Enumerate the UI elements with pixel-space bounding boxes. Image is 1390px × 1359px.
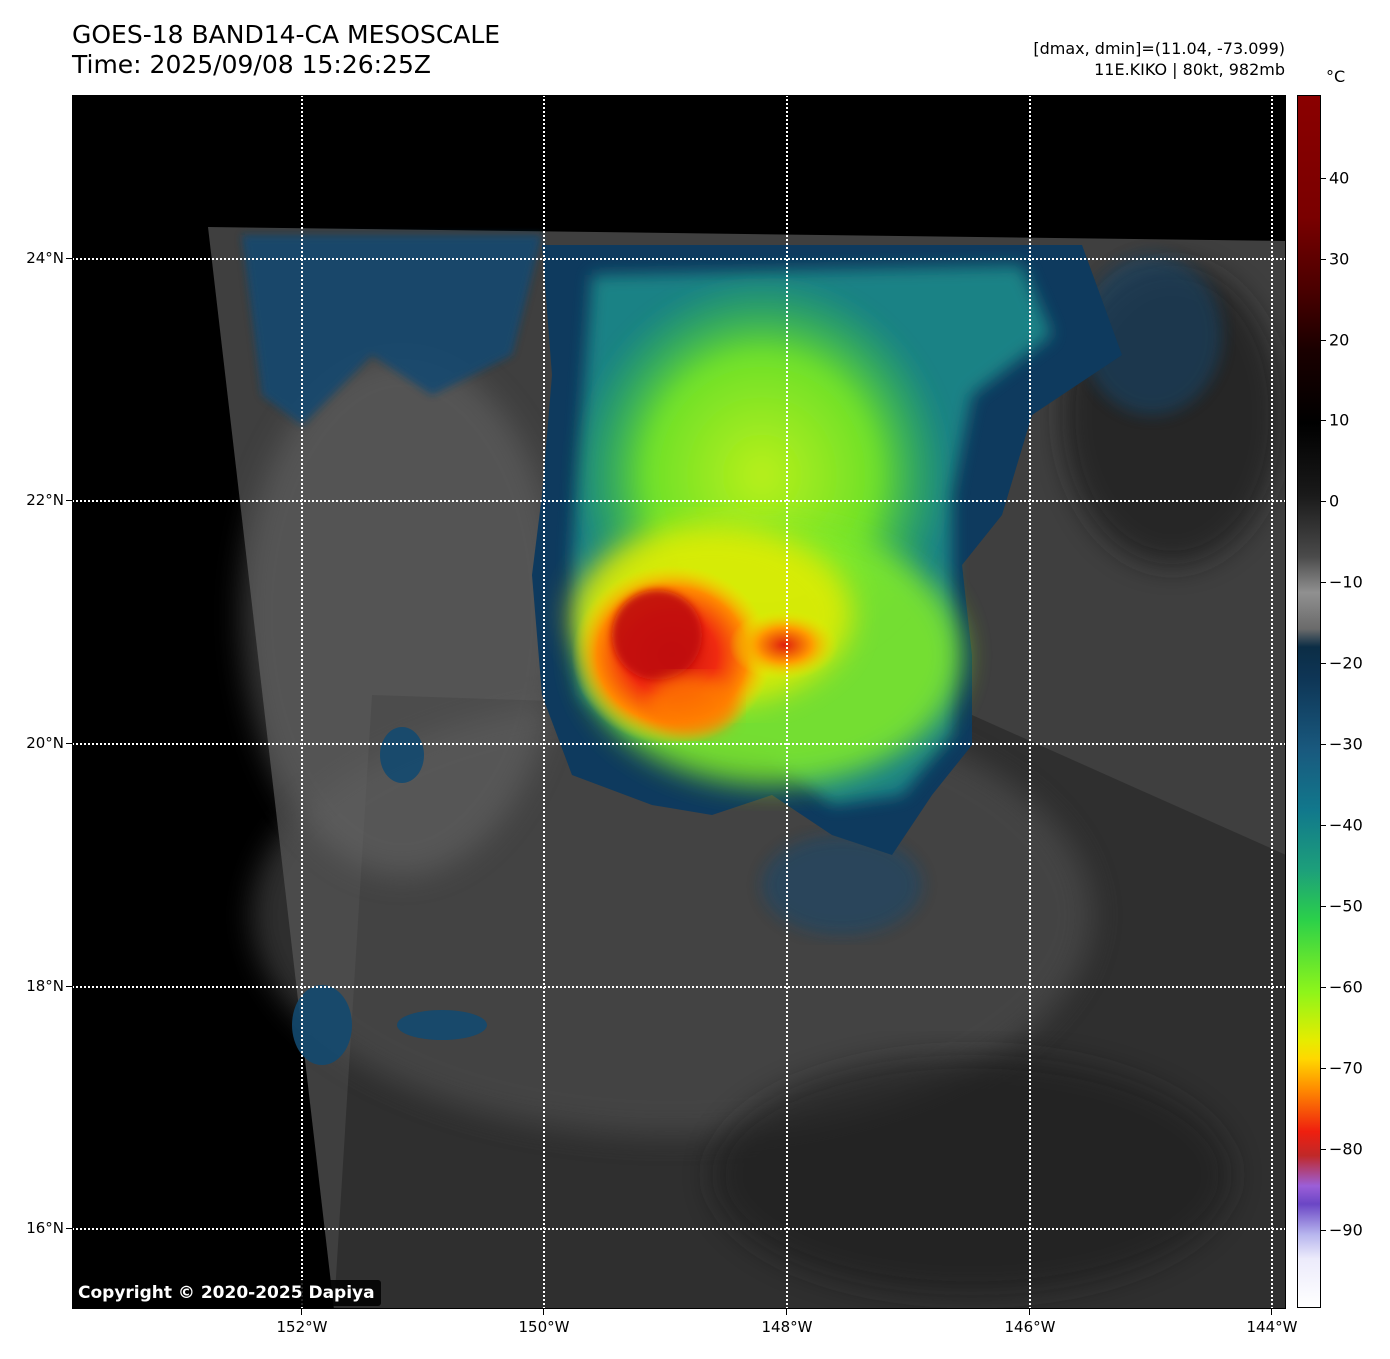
- title-line-product: GOES-18 BAND14-CA MESOSCALE: [72, 20, 501, 49]
- gridline-lat-20: [72, 743, 1286, 745]
- colorbar-label-minus30: −30: [1329, 734, 1363, 754]
- storm-cloud-shield: [532, 245, 1122, 855]
- colorbar-tick: [1321, 1230, 1326, 1231]
- satellite-imagery-svg: [208, 227, 1286, 1309]
- colorbar-label-minus40: −40: [1329, 815, 1363, 835]
- colorbar-tick: [1321, 582, 1326, 583]
- gridline-lon-146: [1029, 95, 1031, 1309]
- lon-label-146: 146°W: [1004, 1318, 1056, 1336]
- colorbar-label-10: 10: [1329, 410, 1350, 430]
- colorbar-tick: [1321, 906, 1326, 907]
- lon-tick: [301, 1309, 302, 1315]
- colorbar-label-minus20: −20: [1329, 653, 1363, 673]
- lat-tick: [66, 743, 72, 744]
- cold-cloud-fringe: [242, 235, 1222, 1065]
- colorbar-tick: [1321, 420, 1326, 421]
- colorbar-label-minus60: −60: [1329, 977, 1363, 997]
- storm-info: [dmax, dmin]=(11.04, -73.099) 11E.KIKO |…: [1033, 38, 1285, 80]
- colorbar-tick: [1321, 1068, 1326, 1069]
- lat-label-18: 18°N: [26, 977, 64, 995]
- lon-tick: [1029, 1309, 1030, 1315]
- copyright-notice: Copyright © 2020-2025 Dapiya: [72, 1280, 381, 1306]
- colorbar-label-minus80: −80: [1329, 1139, 1363, 1159]
- colorbar-tick: [1321, 663, 1326, 664]
- colorbar-tick: [1321, 501, 1326, 502]
- plot-title: GOES-18 BAND14-CA MESOSCALE Time: 2025/0…: [72, 20, 500, 80]
- colorbar-tick: [1321, 259, 1326, 260]
- colorbar-label-minus70: −70: [1329, 1058, 1363, 1078]
- colorbar-tick: [1321, 987, 1326, 988]
- lat-label-20: 20°N: [26, 734, 64, 752]
- colorbar-label-0: 0: [1329, 491, 1340, 511]
- colorbar-unit: °C: [1326, 67, 1346, 86]
- lat-label-16: 16°N: [26, 1219, 64, 1237]
- lat-tick: [66, 500, 72, 501]
- lon-tick: [1271, 1309, 1272, 1315]
- gridline-lat-16: [72, 1228, 1286, 1230]
- lat-tick: [66, 258, 72, 259]
- lon-label-150: 150°W: [518, 1318, 570, 1336]
- gridline-lon-152: [301, 95, 303, 1309]
- lat-label-22: 22°N: [26, 491, 64, 509]
- colorbar-tick: [1321, 340, 1326, 341]
- lon-tick: [543, 1309, 544, 1315]
- colorbar-label-minus10: −10: [1329, 572, 1363, 592]
- gridline-lat-22: [72, 500, 1286, 502]
- colorbar-label-minus90: −90: [1329, 1220, 1363, 1240]
- lat-tick: [66, 1228, 72, 1229]
- lon-label-152: 152°W: [276, 1318, 328, 1336]
- colorbar-label-40: 40: [1329, 168, 1350, 188]
- colorbar-tick: [1321, 1149, 1326, 1150]
- lat-label-24: 24°N: [26, 249, 64, 267]
- lat-tick: [66, 986, 72, 987]
- gridline-lon-144: [1271, 95, 1273, 1309]
- info-storm: 11E.KIKO | 80kt, 982mb: [1094, 60, 1285, 79]
- colorbar-tick: [1321, 744, 1326, 745]
- lon-tick: [786, 1309, 787, 1315]
- lon-label-144: 144°W: [1246, 1318, 1298, 1336]
- colorbar-label-20: 20: [1329, 330, 1350, 350]
- gridline-lon-150: [543, 95, 545, 1309]
- colorbar-label-minus50: −50: [1329, 896, 1363, 916]
- lon-label-148: 148°W: [761, 1318, 813, 1336]
- satellite-image: [72, 95, 1286, 1309]
- colorbar-tick: [1321, 178, 1326, 179]
- colorbar-label-30: 30: [1329, 249, 1350, 269]
- colorbar-tick: [1321, 825, 1326, 826]
- gridline-lat-24: [72, 258, 1286, 260]
- gridline-lat-18: [72, 986, 1286, 988]
- title-line-time: Time: 2025/09/08 15:26:25Z: [72, 50, 431, 79]
- colorbar: [1297, 95, 1321, 1308]
- gridline-lon-148: [786, 95, 788, 1309]
- info-dmax-dmin: [dmax, dmin]=(11.04, -73.099): [1033, 39, 1285, 58]
